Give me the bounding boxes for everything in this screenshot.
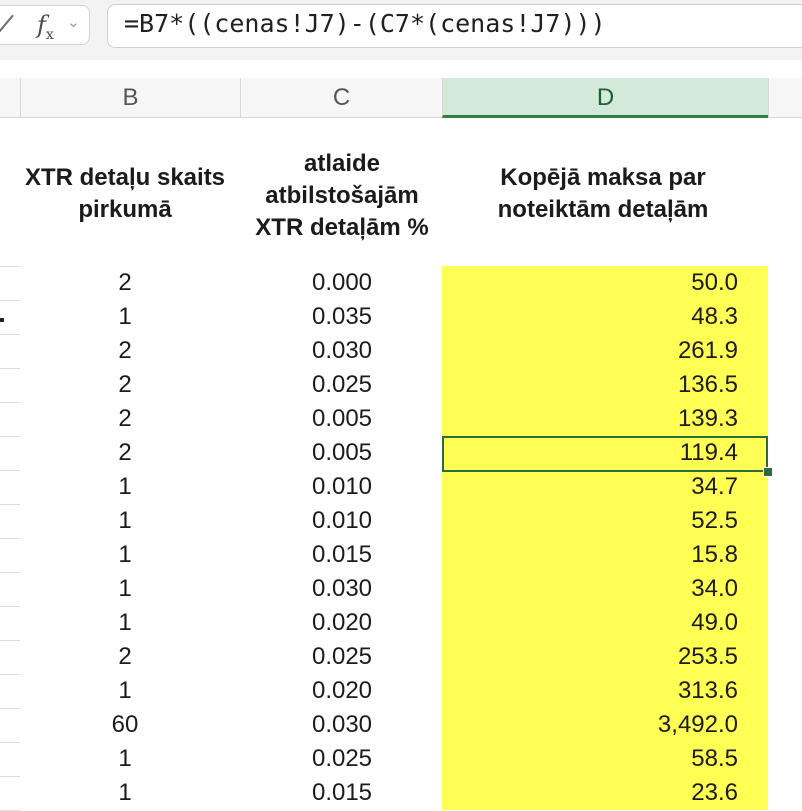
cell-c[interactable]: 0.030 [311, 337, 373, 364]
column-header-bar: B C D [0, 78, 802, 118]
column-header-c[interactable]: C [240, 78, 442, 117]
cell-b[interactable]: 1 [118, 779, 132, 806]
row-gridline [0, 708, 20, 709]
chevron-down-icon[interactable]: ⌄ [67, 14, 80, 31]
row-gridline [0, 674, 20, 675]
column-header-b[interactable]: B [20, 78, 240, 117]
row-gridline [0, 266, 20, 267]
cell-b[interactable]: 60 [111, 711, 139, 738]
cell-d[interactable]: 34.0 [442, 572, 768, 606]
function-box[interactable]: fx ⌄ [0, 5, 90, 45]
header-cell-d[interactable]: Kopējā maksa par noteiktām detaļām [497, 164, 709, 223]
cell-c[interactable]: 0.020 [311, 677, 373, 704]
row-gridline [0, 300, 20, 301]
selected-cell[interactable] [442, 436, 768, 472]
sheet-grid: XTR detaļu skaits pirkumā atlaide atbils… [0, 118, 802, 811]
cell-d[interactable]: 15.8 [442, 538, 768, 572]
fx-icon[interactable]: fx [37, 11, 54, 43]
cell-b[interactable]: 2 [118, 405, 132, 432]
cell-b[interactable]: 1 [118, 745, 132, 772]
cell-d[interactable]: 52.5 [442, 504, 768, 538]
cell-d[interactable]: 34.7 [442, 470, 768, 504]
row-gridline [0, 742, 20, 743]
cell-b[interactable]: 1 [118, 507, 132, 534]
cell-d[interactable]: 58.5 [442, 742, 768, 776]
fill-handle[interactable] [763, 467, 773, 477]
cell-d[interactable]: 3,492.0 [442, 708, 768, 742]
cell-b[interactable]: 1 [118, 541, 132, 568]
cell-c[interactable]: 0.000 [311, 269, 373, 296]
fx-label: f [37, 11, 46, 39]
row-gridline [0, 436, 20, 437]
header-cell-c[interactable]: atlaide atbilstošajām XTR detaļām % [255, 150, 429, 241]
column-header-e[interactable] [768, 78, 802, 117]
cell-c[interactable]: 0.030 [311, 711, 373, 738]
cell-b[interactable]: 1 [118, 677, 132, 704]
cell-d[interactable]: 253.5 [442, 640, 768, 674]
row-marker [0, 318, 4, 322]
cancel-slash-icon [0, 14, 14, 38]
cell-c[interactable]: 0.035 [311, 303, 373, 330]
cell-b[interactable]: 1 [118, 609, 132, 636]
fx-sub: x [45, 26, 54, 43]
cell-c[interactable]: 0.010 [311, 473, 373, 500]
cell-c[interactable]: 0.025 [311, 745, 373, 772]
cell-c[interactable]: 0.020 [311, 609, 373, 636]
cell-c[interactable]: 0.025 [311, 643, 373, 670]
row-gridline [0, 470, 20, 471]
cell-c[interactable]: 0.005 [311, 439, 373, 466]
cell-b[interactable]: 1 [118, 473, 132, 500]
cell-b[interactable]: 2 [118, 269, 132, 296]
row-gridline [0, 334, 20, 335]
formula-bar: fx ⌄ =B7*((cenas!J7)-(C7*(cenas!J7))) [0, 0, 802, 60]
formula-input[interactable]: =B7*((cenas!J7)-(C7*(cenas!J7))) [107, 4, 802, 48]
cell-d[interactable]: 136.5 [442, 368, 768, 402]
row-gridline [0, 402, 20, 403]
cell-c[interactable]: 0.015 [311, 779, 373, 806]
cell-d[interactable]: 139.3 [442, 402, 768, 436]
row-gridline [0, 504, 20, 505]
header-cell-b[interactable]: XTR detaļu skaits pirkumā [24, 164, 226, 223]
row-gridline [0, 572, 20, 573]
cell-d[interactable]: 48.3 [442, 300, 768, 334]
cell-c[interactable]: 0.030 [311, 575, 373, 602]
row-gridline [0, 776, 20, 777]
cell-b[interactable]: 2 [118, 439, 132, 466]
column-header-d[interactable]: D [442, 78, 768, 118]
cell-d[interactable]: 49.0 [442, 606, 768, 640]
cell-d[interactable]: 313.6 [442, 674, 768, 708]
cell-c[interactable]: 0.015 [311, 541, 373, 568]
cell-d[interactable]: 50.0 [442, 266, 768, 300]
cell-c[interactable]: 0.010 [311, 507, 373, 534]
cell-b[interactable]: 2 [118, 371, 132, 398]
cell-d[interactable]: 119.4 [442, 436, 768, 470]
row-gridline [0, 640, 20, 641]
cell-c[interactable]: 0.005 [311, 405, 373, 432]
row-gridline [0, 368, 20, 369]
cell-d[interactable]: 23.6 [442, 776, 768, 810]
cell-b[interactable]: 2 [118, 643, 132, 670]
cell-b[interactable]: 1 [118, 575, 132, 602]
cell-c[interactable]: 0.025 [311, 371, 373, 398]
cell-b[interactable]: 1 [118, 303, 132, 330]
cell-d[interactable]: 261.9 [442, 334, 768, 368]
cell-b[interactable]: 2 [118, 337, 132, 364]
row-gridline [0, 538, 20, 539]
row-gridline [0, 606, 20, 607]
